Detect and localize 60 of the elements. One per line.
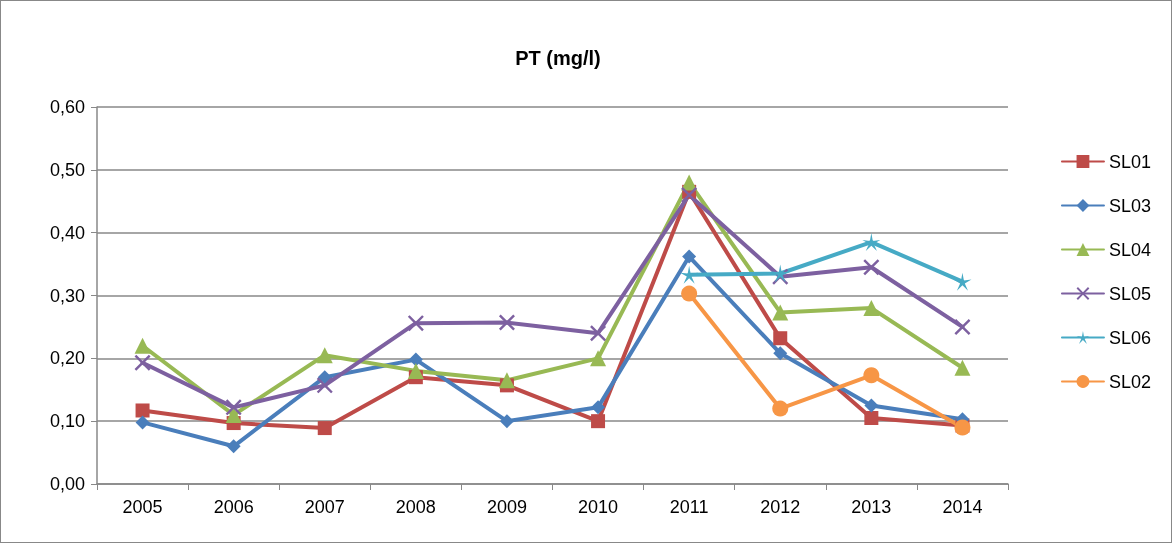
point bbox=[498, 372, 515, 389]
point bbox=[862, 233, 881, 252]
x-tick-label: 2005 bbox=[122, 497, 163, 517]
point bbox=[317, 370, 332, 385]
point bbox=[225, 399, 242, 416]
legend-label: SL01 bbox=[1108, 151, 1152, 172]
point bbox=[590, 350, 607, 367]
point bbox=[590, 325, 607, 342]
point bbox=[680, 265, 699, 284]
y-tick-label: 0,40 bbox=[49, 222, 85, 243]
point bbox=[954, 359, 971, 376]
point bbox=[499, 414, 514, 429]
x-tick-label: 2006 bbox=[213, 497, 254, 517]
point bbox=[773, 331, 788, 346]
x-tick-label: 2013 bbox=[851, 497, 892, 517]
point bbox=[863, 259, 880, 276]
y-tick-label: 0,50 bbox=[49, 159, 85, 180]
legend-label: SL02 bbox=[1108, 371, 1152, 392]
point bbox=[954, 318, 971, 335]
point bbox=[407, 315, 424, 332]
x-tick-label: 2007 bbox=[304, 497, 345, 517]
point bbox=[316, 347, 333, 364]
point bbox=[863, 300, 880, 317]
x-tick-label: 2014 bbox=[942, 497, 983, 517]
y-tick-label: 0,60 bbox=[49, 97, 85, 117]
point bbox=[135, 403, 150, 418]
point bbox=[681, 186, 698, 203]
point bbox=[498, 314, 515, 331]
legend-label: SL05 bbox=[1108, 283, 1152, 304]
point bbox=[681, 285, 698, 302]
point bbox=[135, 415, 150, 430]
y-tick-label: 0,20 bbox=[49, 348, 85, 369]
point bbox=[864, 398, 879, 413]
point bbox=[408, 352, 423, 367]
point bbox=[226, 439, 241, 454]
legend-label: SL04 bbox=[1108, 239, 1152, 260]
point bbox=[682, 249, 697, 264]
point bbox=[772, 304, 789, 321]
x-tick-label: 2008 bbox=[395, 497, 436, 517]
y-tick-label: 0,10 bbox=[49, 411, 85, 432]
y-tick-label: 0,30 bbox=[49, 285, 85, 306]
point bbox=[591, 400, 606, 415]
point bbox=[407, 362, 424, 379]
legend-label: SL03 bbox=[1108, 195, 1152, 216]
x-tick-label: 2009 bbox=[486, 497, 527, 517]
y-tick-label: 0,00 bbox=[49, 474, 85, 494]
point bbox=[863, 367, 880, 384]
x-tick-label: 2011 bbox=[669, 497, 709, 517]
point bbox=[773, 346, 788, 361]
x-tick-label: 2010 bbox=[578, 497, 619, 517]
point bbox=[953, 272, 972, 291]
point bbox=[134, 337, 151, 354]
point bbox=[591, 414, 606, 429]
point bbox=[317, 421, 332, 436]
point bbox=[864, 411, 879, 426]
legend-label: SL06 bbox=[1108, 327, 1152, 348]
point bbox=[316, 377, 333, 394]
x-tick-label: 2012 bbox=[760, 497, 801, 517]
point bbox=[772, 400, 789, 417]
chart-title: PT (mg/l) bbox=[515, 47, 601, 69]
